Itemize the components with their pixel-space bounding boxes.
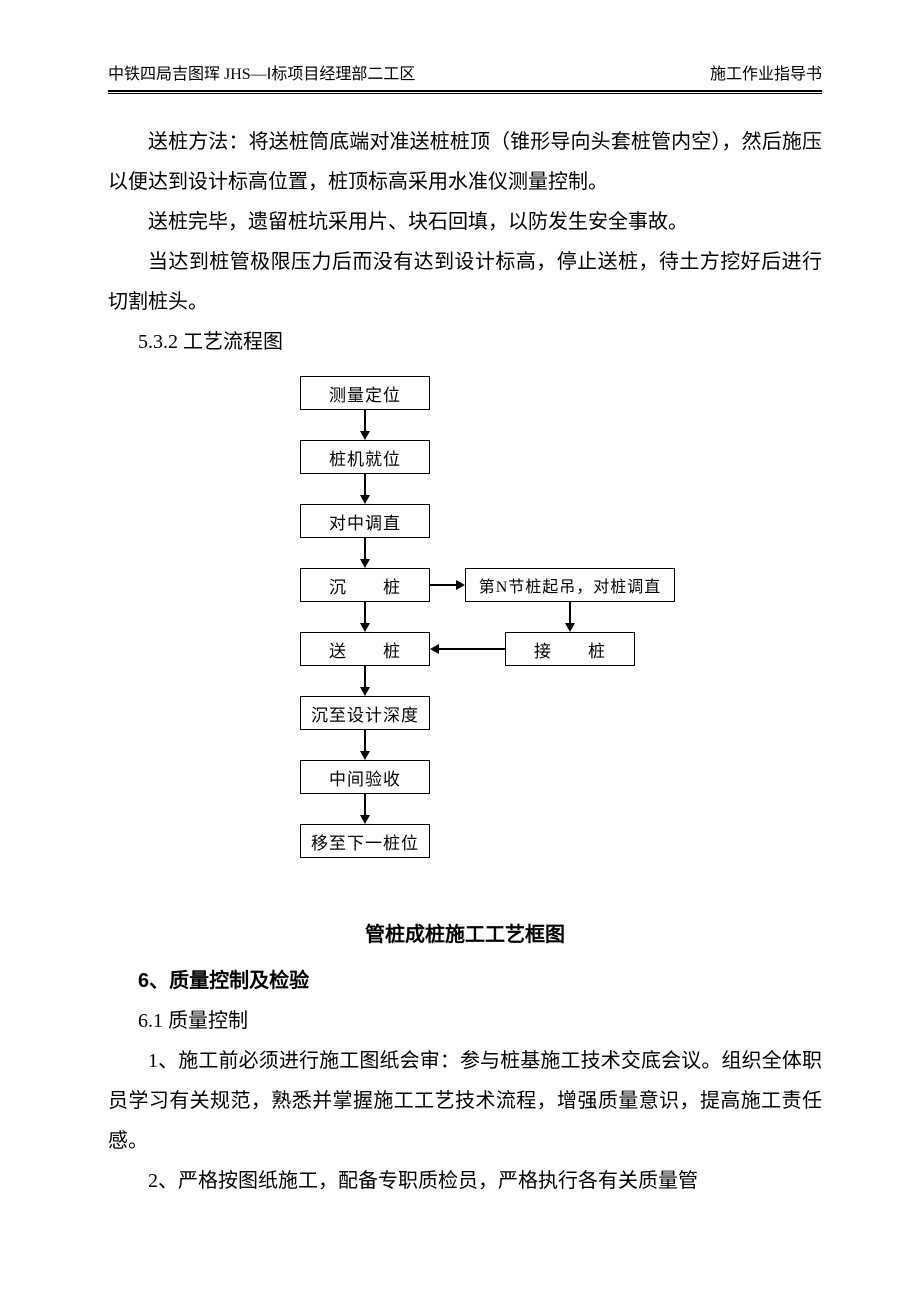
flow-caption: 管桩成桩施工工艺框图: [108, 918, 822, 947]
flow-node-1: 测量定位: [300, 376, 430, 410]
flow-node-2: 桩机就位: [300, 440, 430, 474]
header-left: 中铁四局吉图珲 JHS—Ⅰ标项目经理部二工区: [108, 60, 415, 84]
quality-2: 2、严格按图纸施工，配备专职质检员，严格执行各有关质量管: [108, 1161, 822, 1201]
flow-node-4: 沉 桩: [300, 568, 430, 602]
section-61: 6.1 质量控制: [108, 1001, 822, 1041]
flow-node-r1: 第N节桩起吊，对桩调直: [465, 568, 675, 602]
heading-6: 6、质量控制及检验: [108, 961, 822, 1001]
para-3: 当达到桩管极限压力后而没有达到设计标高，停止送桩，待土方挖好后进行切割桩头。: [108, 242, 822, 322]
para-1: 送桩方法：将送桩筒底端对准送桩桩顶（锥形导向头套桩管内空），然后施压以便达到设计…: [108, 122, 822, 202]
para-2: 送桩完毕，遗留桩坑采用片、块石回填，以防发生安全事故。: [108, 202, 822, 242]
flow-node-r2: 接 桩: [505, 632, 635, 666]
section-532: 5.3.2 工艺流程图: [108, 322, 822, 362]
header-right: 施工作业指导书: [710, 60, 822, 84]
flow-node-5: 送 桩: [300, 632, 430, 666]
quality-1: 1、施工前必须进行施工图纸会审：参与桩基施工技术交底会议。组织全体职员学习有关规…: [108, 1041, 822, 1161]
flow-node-7: 中间验收: [300, 760, 430, 794]
flow-node-8: 移至下一桩位: [300, 824, 430, 858]
flowchart: 测量定位桩机就位对中调直沉 桩送 桩沉至设计深度中间验收移至下一桩位 第N节桩起吊…: [245, 372, 685, 900]
flow-node-3: 对中调直: [300, 504, 430, 538]
flow-node-6: 沉至设计深度: [300, 696, 430, 730]
header-rule: [108, 90, 822, 94]
